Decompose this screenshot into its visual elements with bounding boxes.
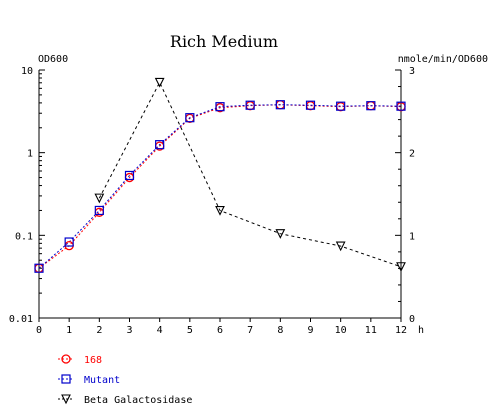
- data-point: [275, 100, 285, 110]
- data-point: [366, 101, 376, 111]
- x-tick-label: 10: [335, 325, 347, 336]
- x-tick-label: 12: [395, 325, 407, 336]
- x-tick-label: 2: [96, 325, 102, 336]
- data-point: [94, 193, 105, 204]
- data-point: [124, 170, 135, 181]
- x-tick-label: 1: [66, 325, 72, 336]
- series-line-3: [98, 81, 402, 268]
- legend-marker: [61, 394, 71, 405]
- x-tick-label: 5: [187, 325, 193, 336]
- left-tick-label: 1: [27, 149, 33, 160]
- data-point: [215, 102, 225, 112]
- data-point: [305, 100, 316, 110]
- x-tick-label: 9: [307, 325, 313, 336]
- x-tick-label: 6: [217, 325, 223, 336]
- axes: [38, 69, 402, 322]
- legend-label: Beta Galactosidase: [84, 395, 192, 405]
- x-unit-label: h: [418, 325, 424, 336]
- data-point: [245, 100, 255, 110]
- right-axis-label: nmole/min/OD600: [398, 54, 488, 65]
- series-markers: [34, 77, 406, 273]
- left-tick-label: 0.01: [9, 314, 33, 325]
- series-line-1: [38, 104, 402, 269]
- data-point: [185, 113, 195, 123]
- x-tick-label: 8: [277, 325, 283, 336]
- right-tick-label: 3: [409, 66, 415, 77]
- data-point: [155, 140, 165, 150]
- right-tick-label: 2: [409, 149, 415, 160]
- right-tick-label: 0: [409, 314, 415, 325]
- x-tick-label: 3: [126, 325, 132, 336]
- legend: 168 Mutant Beta Galactosidase: [58, 354, 192, 405]
- left-tick-label: 0.1: [15, 231, 33, 242]
- left-axis-label: OD600: [38, 54, 68, 65]
- legend-marker: [61, 374, 71, 384]
- data-point: [94, 207, 104, 217]
- x-tick-label: 11: [365, 325, 377, 336]
- data-point: [396, 262, 406, 272]
- legend-label: Mutant: [84, 375, 120, 386]
- left-tick-label: 10: [21, 66, 33, 77]
- x-tick-label: 4: [157, 325, 163, 336]
- legend-label: 168: [84, 355, 102, 366]
- chart-title: Rich Medium: [170, 32, 278, 51]
- data-point: [335, 241, 346, 252]
- data-point: [94, 205, 104, 216]
- data-point: [215, 205, 225, 216]
- right-tick-label: 1: [409, 231, 415, 242]
- series-line-2: [38, 104, 402, 269]
- series-lines: [38, 81, 402, 269]
- data-point: [275, 229, 286, 239]
- data-point: [34, 263, 44, 273]
- data-point: [64, 237, 74, 247]
- x-tick-label: 0: [36, 325, 42, 336]
- data-point: [336, 101, 346, 111]
- legend-marker: [61, 354, 71, 364]
- data-point: [154, 77, 165, 88]
- x-tick-label: 7: [247, 325, 253, 336]
- data-point: [396, 101, 406, 111]
